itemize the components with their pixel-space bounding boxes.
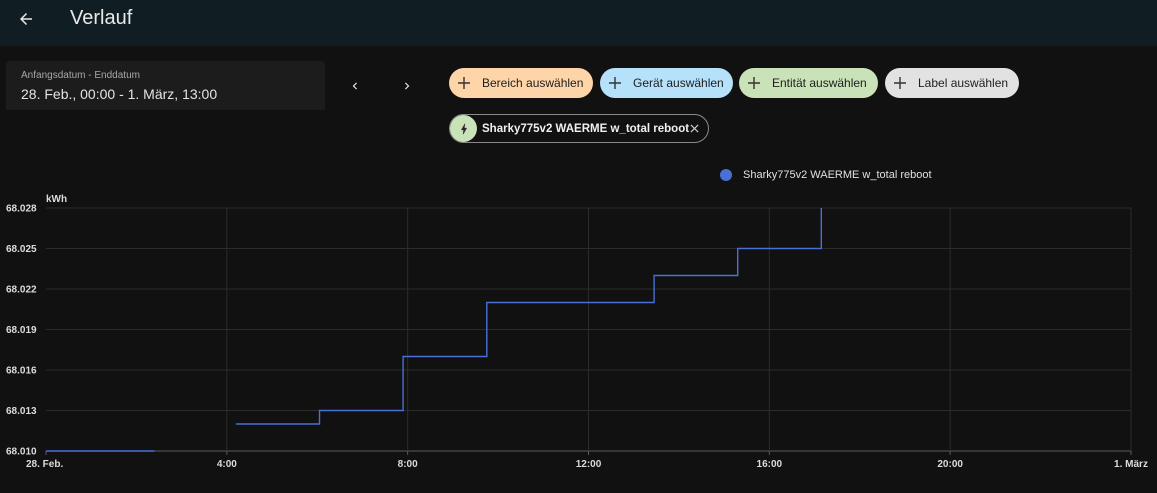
legend-color-dot xyxy=(720,169,732,181)
arrow-left-icon xyxy=(20,13,32,25)
y-tick-label: 68.013 xyxy=(6,406,37,417)
back-button[interactable] xyxy=(12,6,40,32)
legend-series-label: Sharky775v2 WAERME w_total reboot xyxy=(743,169,932,181)
remove-entity-button[interactable] xyxy=(687,121,701,135)
plus-icon xyxy=(608,76,622,90)
device-filter-chip[interactable]: Gerät auswählen xyxy=(600,68,733,98)
selected-entity-chip[interactable]: Sharky775v2 WAERME w_total reboot xyxy=(449,114,709,143)
chart-legend[interactable]: Sharky775v2 WAERME w_total reboot xyxy=(720,169,932,181)
close-icon xyxy=(689,123,699,133)
y-axis-unit: kWh xyxy=(46,194,67,205)
y-tick-label: 68.019 xyxy=(6,325,37,336)
date-range-value: 28. Feb., 00:00 - 1. März, 13:00 xyxy=(21,86,218,102)
date-range-picker[interactable]: Anfangsdatum - Enddatum 28. Feb., 00:00 … xyxy=(6,61,325,110)
entity-filter-label: Entität auswählen xyxy=(772,76,867,90)
top-app-bar: Verlauf xyxy=(0,0,1157,46)
area-filter-chip[interactable]: Bereich auswählen xyxy=(449,68,593,98)
y-tick-label: 68.022 xyxy=(6,285,37,296)
x-tick-label: 4:00 xyxy=(217,459,237,470)
y-tick-label: 68.010 xyxy=(6,447,37,458)
label-filter-chip[interactable]: Label auswählen xyxy=(885,68,1019,98)
device-filter-label: Gerät auswählen xyxy=(633,76,724,90)
label-filter-label: Label auswählen xyxy=(918,76,1009,90)
y-tick-label: 68.028 xyxy=(6,204,37,215)
area-filter-label: Bereich auswählen xyxy=(482,76,584,90)
plus-icon xyxy=(457,76,471,90)
x-tick-label: 16:00 xyxy=(757,459,783,470)
page-title: Verlauf xyxy=(70,7,133,29)
y-tick-label: 68.025 xyxy=(6,244,37,255)
x-tick-label: 20:00 xyxy=(937,459,963,470)
x-tick-label: 1. März xyxy=(1114,459,1148,470)
lightning-icon xyxy=(450,115,477,142)
y-tick-label: 68.016 xyxy=(6,366,37,377)
next-range-button[interactable] xyxy=(395,74,419,98)
entity-filter-chip[interactable]: Entität auswählen xyxy=(739,68,878,98)
plus-icon xyxy=(747,76,761,90)
chevron-right-icon xyxy=(405,82,410,90)
x-tick-label: 8:00 xyxy=(398,459,418,470)
series-line-segment xyxy=(235,208,822,425)
x-tick-label: 28. Feb. xyxy=(26,459,63,470)
date-range-label: Anfangsdatum - Enddatum xyxy=(21,70,140,81)
previous-range-button[interactable] xyxy=(343,74,367,98)
chevron-left-icon xyxy=(352,82,357,90)
x-tick-label: 12:00 xyxy=(576,459,602,470)
plus-icon xyxy=(893,76,907,90)
selected-entity-label: Sharky775v2 WAERME w_total reboot xyxy=(482,122,690,135)
